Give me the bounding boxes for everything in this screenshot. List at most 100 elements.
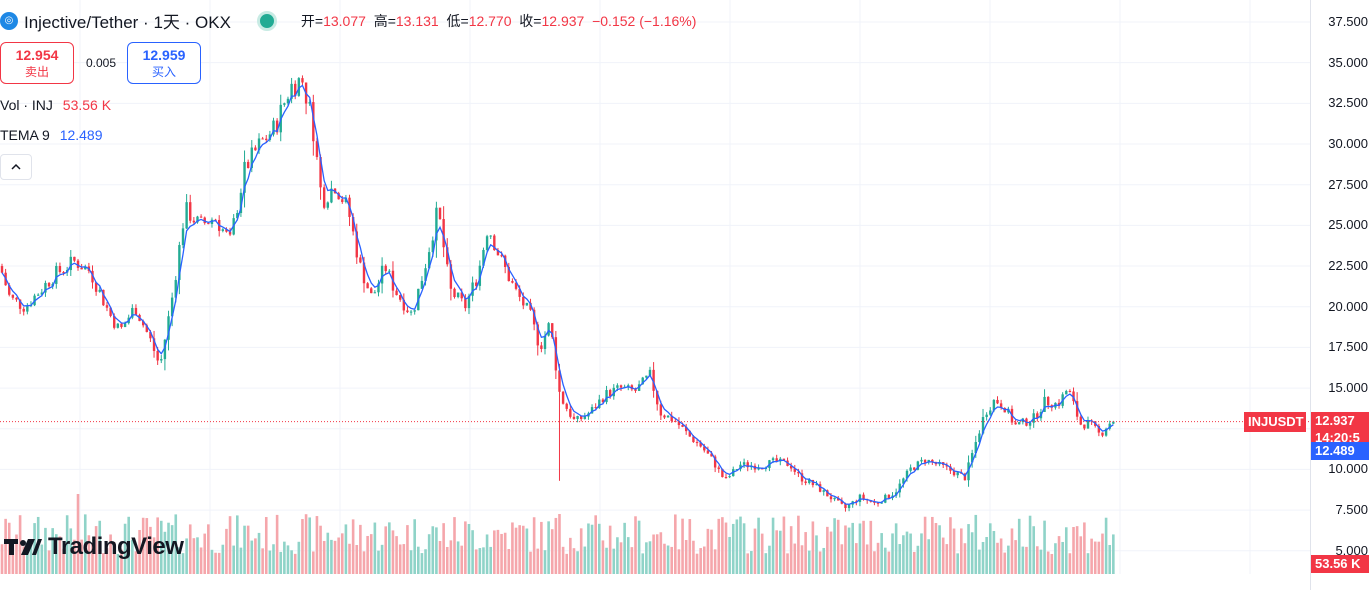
volume-bar bbox=[590, 524, 594, 574]
volume-bar bbox=[1104, 517, 1108, 574]
candle-body bbox=[789, 465, 793, 469]
candle-body bbox=[362, 262, 366, 284]
volume-bar bbox=[257, 532, 261, 574]
collapse-legend-button[interactable] bbox=[0, 154, 32, 180]
buy-price: 12.959 bbox=[142, 47, 186, 63]
candle-body bbox=[55, 265, 58, 284]
price-axis-label: 5.000 bbox=[1335, 542, 1368, 558]
candle-body bbox=[475, 282, 478, 286]
candle-body bbox=[116, 323, 120, 328]
volume-bar bbox=[851, 522, 854, 574]
volume-bar bbox=[902, 535, 905, 574]
volume-bar bbox=[203, 533, 207, 574]
volume-bar bbox=[789, 526, 793, 574]
volume-bar bbox=[337, 537, 340, 574]
volume-bar bbox=[246, 525, 250, 574]
volume-bar bbox=[272, 544, 275, 574]
symbol-title[interactable]: Injective/Tether · 1天 · OKX bbox=[24, 13, 231, 32]
volume-bar bbox=[764, 553, 768, 574]
candle-body bbox=[40, 292, 44, 295]
volume-bar bbox=[905, 531, 909, 574]
volume-bar bbox=[344, 524, 348, 574]
price-chart[interactable] bbox=[0, 0, 1310, 574]
candle-body bbox=[710, 453, 713, 457]
volume-bar bbox=[815, 535, 818, 574]
volume-indicator-legend[interactable]: Vol · INJ 53.56 K bbox=[0, 97, 111, 113]
chevron-up-icon bbox=[11, 163, 21, 170]
volume-bar bbox=[348, 543, 351, 574]
candle-body bbox=[659, 404, 663, 416]
volume-bar bbox=[804, 532, 807, 574]
volume-bar bbox=[558, 514, 561, 574]
sell-button[interactable]: 12.954 卖出 bbox=[0, 42, 74, 84]
candle-body bbox=[970, 453, 974, 463]
volume-bar bbox=[648, 541, 652, 574]
candle-body bbox=[507, 266, 510, 282]
candle-body bbox=[308, 102, 311, 104]
candle-body bbox=[47, 282, 51, 287]
candle-body bbox=[540, 345, 543, 349]
tema-line bbox=[1, 84, 1114, 505]
buy-button[interactable]: 12.959 买入 bbox=[127, 42, 201, 84]
volume-bar bbox=[319, 525, 322, 574]
price-axis-label: 7.500 bbox=[1335, 502, 1368, 518]
candle-body bbox=[1007, 408, 1010, 413]
price-axis[interactable]: 37.500 35.000 32.500 30.000 27.500 25.000 22.5… bbox=[1310, 0, 1369, 590]
candle-body bbox=[123, 323, 127, 328]
candle-body bbox=[826, 490, 829, 497]
volume-indicator-label: Vol · INJ bbox=[0, 97, 53, 113]
candle-body bbox=[576, 416, 579, 419]
tema-indicator-legend[interactable]: TEMA 9 12.489 bbox=[0, 127, 103, 143]
volume-bar bbox=[47, 550, 51, 574]
candle-body bbox=[11, 294, 15, 298]
candle-body bbox=[102, 289, 105, 306]
candle-body bbox=[471, 282, 474, 296]
candle-body bbox=[22, 308, 25, 312]
tradingview-logo[interactable]: TradingView bbox=[4, 533, 184, 561]
volume-bar bbox=[1039, 549, 1043, 574]
candle-body bbox=[543, 335, 547, 349]
volume-bar bbox=[960, 528, 963, 574]
volume-bar bbox=[579, 528, 583, 574]
volume-bar bbox=[149, 526, 152, 574]
volume-bar bbox=[192, 538, 196, 574]
candle-body bbox=[1068, 390, 1072, 392]
candle-body bbox=[728, 476, 731, 478]
candle-body bbox=[91, 270, 94, 283]
candle-body bbox=[616, 385, 619, 388]
volume-bar bbox=[1068, 553, 1072, 574]
candle-body bbox=[464, 298, 467, 309]
change-value: −0.152 (−1.16%) bbox=[592, 12, 697, 29]
candle-body bbox=[1028, 422, 1032, 426]
volume-bar bbox=[355, 545, 359, 574]
volume-bar bbox=[587, 523, 590, 574]
candle-body bbox=[420, 280, 424, 289]
candle-body bbox=[485, 236, 489, 250]
volume-bar bbox=[612, 548, 616, 574]
chart-area[interactable]: ◎ Injective/Tether · 1天 · OKX 开=13.077 高… bbox=[0, 0, 1310, 574]
volume-bar bbox=[159, 520, 163, 574]
volume-bar bbox=[105, 548, 109, 574]
candle-body bbox=[840, 500, 844, 504]
volume-bar bbox=[80, 539, 83, 574]
candle-body bbox=[167, 316, 170, 340]
candle-body bbox=[427, 252, 431, 269]
volume-bar bbox=[663, 543, 666, 574]
volume-bar bbox=[402, 544, 406, 574]
candle-body bbox=[152, 338, 156, 351]
volume-bar bbox=[94, 526, 98, 574]
volume-bar bbox=[623, 522, 626, 574]
candle-body bbox=[757, 468, 760, 470]
volume-bar bbox=[543, 550, 547, 574]
candle-body bbox=[641, 377, 644, 385]
volume-bar bbox=[315, 516, 319, 574]
market-open-status-icon[interactable] bbox=[256, 10, 277, 31]
volume-bar bbox=[388, 522, 391, 574]
candle-body bbox=[225, 229, 228, 232]
volume-bar bbox=[569, 537, 572, 574]
volume-bar bbox=[174, 514, 178, 574]
volume-bar bbox=[112, 542, 116, 574]
candle-body bbox=[113, 315, 116, 328]
candle-body bbox=[684, 426, 688, 432]
volume-bar bbox=[858, 523, 862, 574]
